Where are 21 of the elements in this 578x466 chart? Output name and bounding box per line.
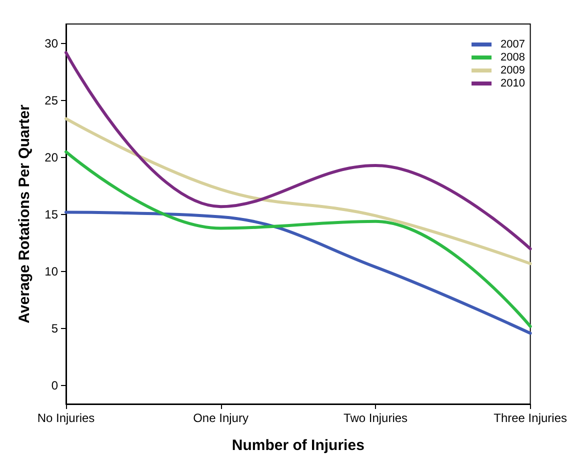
y-tick-label: 15 [44, 208, 58, 222]
line-series [64, 210, 532, 335]
y-tick-label: 0 [51, 378, 58, 393]
x-tick-label: Two Injuries [344, 411, 408, 425]
legend-label: 2008 [500, 52, 526, 64]
y-tick-label: 5 [51, 322, 58, 336]
y-tick-label: 30 [44, 36, 58, 50]
x-tick-label: One Injury [193, 411, 248, 425]
x-tick-label: No Injuries [37, 411, 95, 425]
legend-label: 2010 [500, 78, 526, 90]
legend-label: 2007 [500, 38, 526, 50]
y-tick-label: 20 [44, 150, 58, 165]
legend-label: 2009 [500, 64, 526, 76]
line-series [64, 117, 532, 266]
y-axis-title: Average Rotations Per Quarter [16, 104, 33, 324]
x-axis-title: Number of Injuries [232, 437, 364, 454]
y-tick-label: 25 [44, 93, 58, 108]
x-tick-label: Three Injuries [494, 411, 568, 425]
line-series [64, 51, 532, 250]
line-series [64, 150, 532, 328]
y-tick-label: 10 [44, 264, 58, 279]
